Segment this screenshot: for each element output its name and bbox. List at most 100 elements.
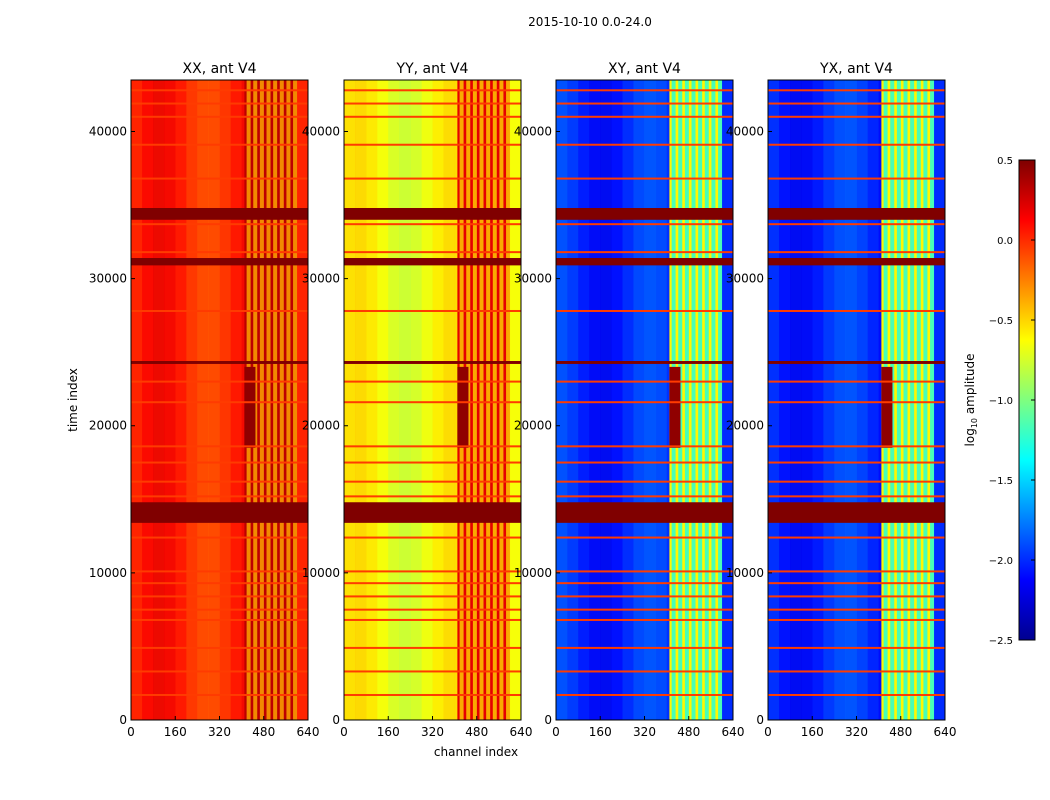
rfi-line xyxy=(344,693,521,696)
rfi-line xyxy=(768,646,945,649)
spectral-band xyxy=(567,80,579,720)
rfi-gap xyxy=(930,80,935,720)
spectral-band xyxy=(366,80,378,720)
spectral-band xyxy=(443,80,456,720)
flagged-range xyxy=(768,208,945,220)
x-tick-label: 640 xyxy=(297,725,320,739)
spectral-band xyxy=(131,80,143,720)
rfi-gap xyxy=(273,80,278,720)
x-tick-label: 0 xyxy=(340,725,348,739)
colorbar-tick-label: −2.0 xyxy=(989,556,1013,567)
panel-title: YX, ant V4 xyxy=(819,61,893,77)
spectral-band xyxy=(219,80,232,720)
rfi-gap xyxy=(916,80,921,720)
flagged-range xyxy=(131,258,308,266)
rfi-line xyxy=(768,102,945,105)
panel-3: YX, ant V4 0 160 320 480 640 0 10000 20000 30000 4… xyxy=(726,61,957,739)
rfi-line xyxy=(768,380,945,383)
rfi-line xyxy=(768,177,945,180)
heatmap-0 xyxy=(131,80,308,720)
rfi-line xyxy=(344,570,521,573)
rfi-line xyxy=(556,380,733,383)
rfi-gap xyxy=(896,80,901,720)
rfi-line xyxy=(344,646,521,649)
rfi-line xyxy=(556,536,733,539)
rfi-line xyxy=(556,115,733,118)
flagged-range xyxy=(556,258,733,266)
rfi-gap xyxy=(923,80,928,720)
spectral-band xyxy=(644,80,657,720)
spectral-band xyxy=(655,80,668,720)
spectral-band xyxy=(867,80,880,720)
spectral-band xyxy=(230,80,243,720)
x-axis-label: channel index xyxy=(434,745,518,759)
rfi-line xyxy=(344,143,521,146)
flagged-range xyxy=(768,502,945,523)
strong-rfi xyxy=(244,366,256,448)
rfi-line xyxy=(131,380,308,383)
rfi-line xyxy=(344,380,521,383)
rfi-gap xyxy=(259,80,264,720)
rfi-line xyxy=(131,223,308,226)
rfi-line xyxy=(556,309,733,312)
spectral-band xyxy=(186,80,198,720)
colorbar-tick-label: 0.0 xyxy=(997,236,1013,247)
spectral-band xyxy=(142,80,154,720)
rfi-line xyxy=(768,223,945,226)
rfi-line xyxy=(556,143,733,146)
rfi-line xyxy=(131,536,308,539)
x-tick-label: 320 xyxy=(845,725,868,739)
rfi-line xyxy=(131,177,308,180)
y-tick-label: 20000 xyxy=(726,419,764,433)
y-tick-label: 20000 xyxy=(514,419,552,433)
rfi-line xyxy=(556,461,733,464)
rfi-line xyxy=(131,693,308,696)
flagged-range xyxy=(344,361,521,364)
spectral-band xyxy=(556,80,568,720)
flagged-range xyxy=(131,208,308,220)
spectral-band xyxy=(388,80,400,720)
rfi-line xyxy=(131,102,308,105)
rfi-gap xyxy=(910,80,915,720)
rfi-line xyxy=(344,102,521,105)
spectral-band xyxy=(344,80,356,720)
rfi-line xyxy=(344,461,521,464)
panel-title: XX, ant V4 xyxy=(183,61,257,77)
rfi-line xyxy=(344,401,521,404)
spectral-band xyxy=(208,80,220,720)
panel-2: XY, ant V4 0 160 320 480 640 0 10000 20000 30000 4… xyxy=(514,61,745,739)
rfi-line xyxy=(344,309,521,312)
colorbar-label: log10 amplitude xyxy=(963,354,979,447)
rfi-line xyxy=(768,670,945,673)
x-tick-label: 320 xyxy=(208,725,231,739)
rfi-line xyxy=(768,461,945,464)
rfi-line xyxy=(768,495,945,498)
flagged-range xyxy=(344,258,521,266)
rfi-line xyxy=(344,670,521,673)
rfi-line xyxy=(556,670,733,673)
strong-rfi xyxy=(669,366,681,448)
rfi-line xyxy=(131,143,308,146)
rfi-gap xyxy=(492,80,497,720)
y-tick-label: 0 xyxy=(332,713,340,727)
y-tick-label: 30000 xyxy=(302,272,340,286)
rfi-gap xyxy=(472,80,477,720)
rfi-gap xyxy=(479,80,484,720)
rfi-gap xyxy=(266,80,271,720)
flagged-range xyxy=(344,502,521,523)
rfi-line xyxy=(344,251,521,254)
y-tick-label: 0 xyxy=(119,713,127,727)
rfi-line xyxy=(344,495,521,498)
rfi-gap xyxy=(903,80,908,720)
spectral-band xyxy=(421,80,433,720)
rfi-line xyxy=(768,143,945,146)
rfi-line xyxy=(131,480,308,483)
rfi-gap xyxy=(293,80,298,720)
rfi-line xyxy=(131,595,308,598)
rfi-line xyxy=(768,115,945,118)
rfi-line xyxy=(556,582,733,585)
rfi-line xyxy=(131,251,308,254)
colorbar-tick-label: −0.5 xyxy=(989,316,1013,327)
rfi-line xyxy=(556,495,733,498)
rfi-line xyxy=(131,445,308,448)
